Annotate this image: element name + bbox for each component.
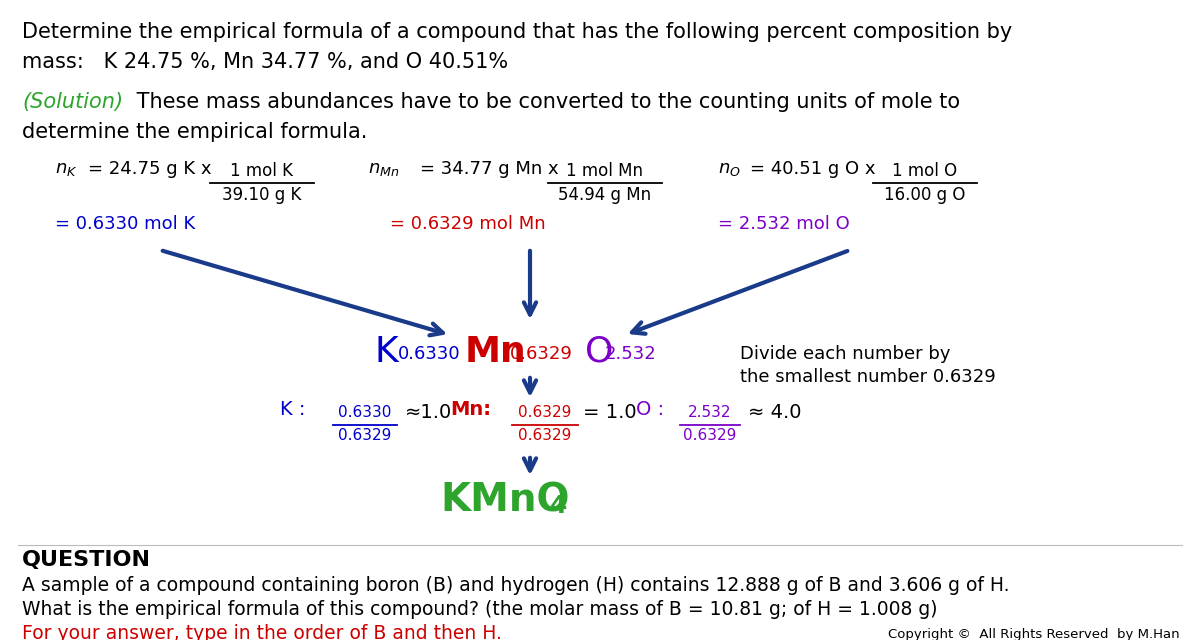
Text: What is the empirical formula of this compound? (the molar mass of B = 10.81 g; : What is the empirical formula of this co… [22,600,937,619]
Text: KMnO: KMnO [440,482,570,520]
Text: = 0.6329 mol Mn: = 0.6329 mol Mn [390,215,546,233]
Text: determine the empirical formula.: determine the empirical formula. [22,122,367,142]
Text: (Solution): (Solution) [22,92,124,112]
Text: 54.94 g Mn: 54.94 g Mn [558,186,652,204]
Text: 1 mol Mn: 1 mol Mn [566,162,643,180]
Text: QUESTION: QUESTION [22,550,151,570]
Text: For your answer, type in the order of B and then H.: For your answer, type in the order of B … [22,624,502,640]
Text: K: K [374,335,398,369]
Text: These mass abundances have to be converted to the counting units of mole to: These mass abundances have to be convert… [130,92,960,112]
Text: Mn: Mn [466,335,527,369]
Text: Mn:: Mn: [450,400,491,419]
Text: mass:   K 24.75 %, Mn 34.77 %, and O 40.51%: mass: K 24.75 %, Mn 34.77 %, and O 40.51… [22,52,508,72]
Text: $n_O$: $n_O$ [718,160,740,178]
Text: Copyright ©  All Rights Reserved  by M.Han: Copyright © All Rights Reserved by M.Han [888,628,1180,640]
Text: 4: 4 [550,494,568,518]
Text: the smallest number 0.6329: the smallest number 0.6329 [740,368,996,386]
Text: 0.6329: 0.6329 [518,405,571,420]
Text: = 34.77 g Mn x: = 34.77 g Mn x [420,160,559,178]
Text: 0.6330: 0.6330 [338,405,391,420]
Text: = 24.75 g K x: = 24.75 g K x [88,160,211,178]
Text: 0.6329: 0.6329 [683,428,737,443]
Text: 0.6329: 0.6329 [338,428,391,443]
Text: ≈1.0: ≈1.0 [406,403,452,422]
Text: 1 mol O: 1 mol O [893,162,958,180]
Text: 2.532: 2.532 [605,345,656,363]
Text: = 2.532 mol O: = 2.532 mol O [718,215,850,233]
Text: Determine the empirical formula of a compound that has the following percent com: Determine the empirical formula of a com… [22,22,1013,42]
Text: 0.6330: 0.6330 [398,345,461,363]
Text: $n_K$: $n_K$ [55,160,78,178]
Text: = 40.51 g O x: = 40.51 g O x [750,160,876,178]
Text: = 1.0: = 1.0 [583,403,637,422]
Text: 0.6329: 0.6329 [518,428,571,443]
Text: 1 mol K: 1 mol K [230,162,294,180]
Text: O: O [586,335,613,369]
Text: 16.00 g O: 16.00 g O [884,186,966,204]
Text: A sample of a compound containing boron (B) and hydrogen (H) contains 12.888 g o: A sample of a compound containing boron … [22,576,1009,595]
Text: K :: K : [280,400,305,419]
Text: Divide each number by: Divide each number by [740,345,950,363]
Text: $n_{Mn}$: $n_{Mn}$ [368,160,400,178]
Text: O :: O : [636,400,664,419]
Text: ≈ 4.0: ≈ 4.0 [748,403,802,422]
Text: 39.10 g K: 39.10 g K [222,186,301,204]
Text: 2.532: 2.532 [689,405,732,420]
Text: = 0.6330 mol K: = 0.6330 mol K [55,215,196,233]
Text: 0.6329: 0.6329 [510,345,572,363]
